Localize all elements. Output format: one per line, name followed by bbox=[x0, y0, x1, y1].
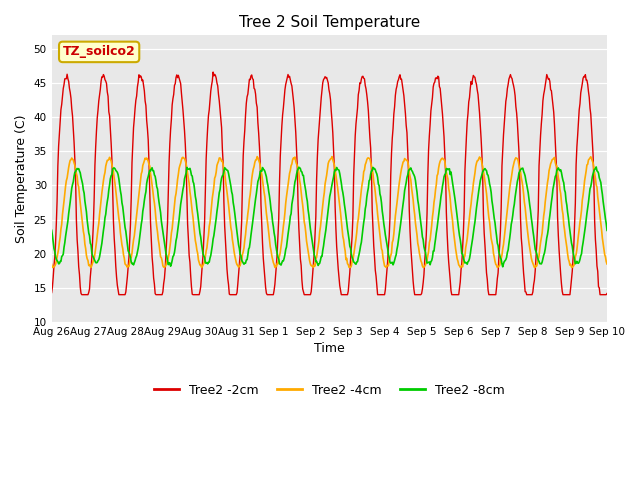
Text: TZ_soilco2: TZ_soilco2 bbox=[63, 46, 136, 59]
Y-axis label: Soil Temperature (C): Soil Temperature (C) bbox=[15, 114, 28, 243]
Legend: Tree2 -2cm, Tree2 -4cm, Tree2 -8cm: Tree2 -2cm, Tree2 -4cm, Tree2 -8cm bbox=[148, 379, 510, 402]
Title: Tree 2 Soil Temperature: Tree 2 Soil Temperature bbox=[239, 15, 420, 30]
X-axis label: Time: Time bbox=[314, 342, 345, 355]
